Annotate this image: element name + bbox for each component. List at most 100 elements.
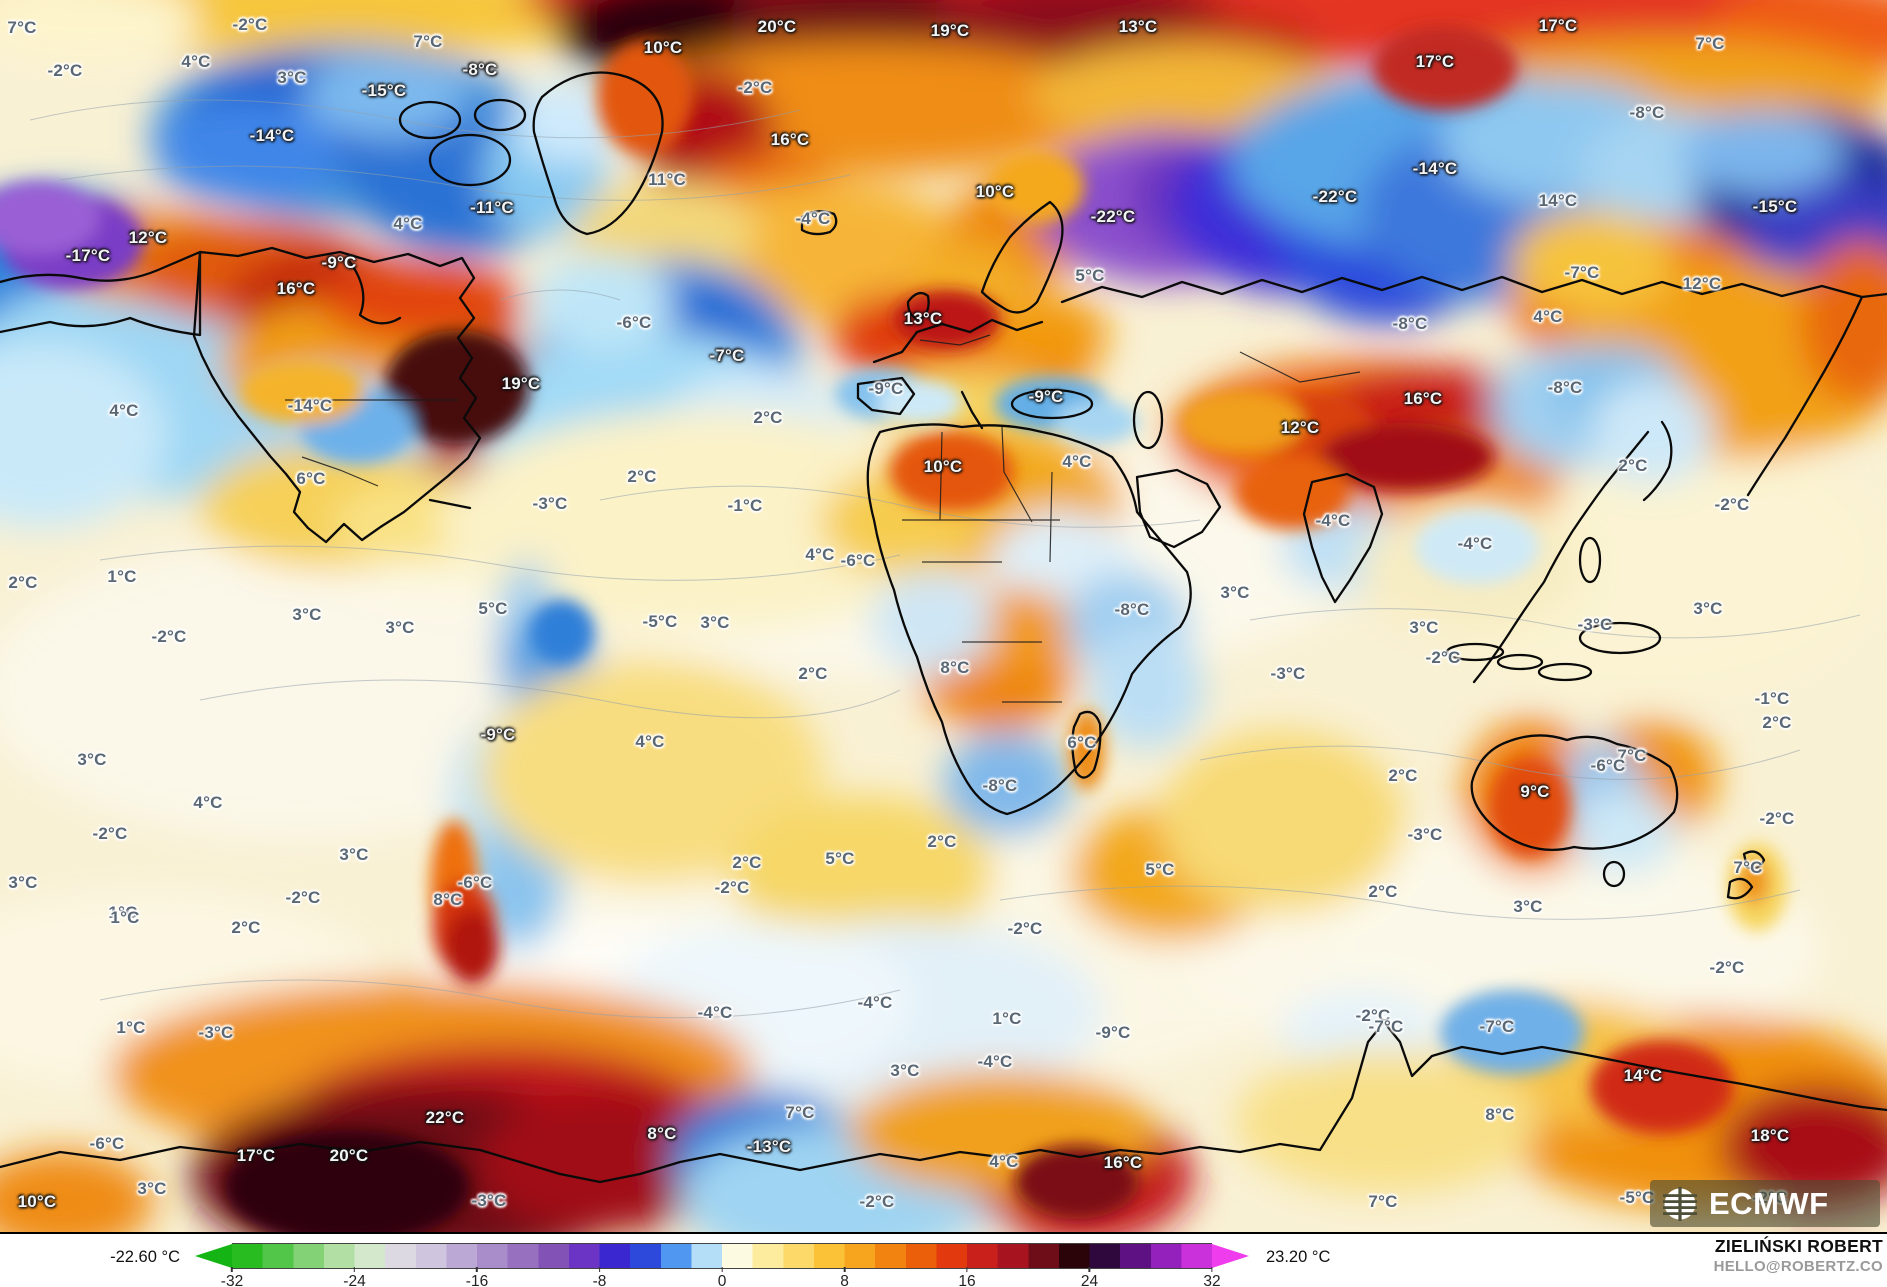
temp-label: 12°C xyxy=(1280,418,1320,437)
temp-label: -4°C xyxy=(1457,534,1493,553)
temp-label: 4°C xyxy=(181,52,211,71)
temp-label: 16°C xyxy=(276,279,316,298)
coastlines xyxy=(0,71,1887,1184)
temp-label: -14°C xyxy=(249,126,295,145)
temp-label: 5°C xyxy=(1075,266,1105,285)
temp-label: 1°C xyxy=(107,567,137,586)
temp-label: 4°C xyxy=(1533,307,1563,326)
temp-label: 16°C xyxy=(1103,1153,1143,1172)
colorbar-tick: -8 xyxy=(593,1267,607,1287)
temp-label: -3°C xyxy=(1270,664,1306,683)
temp-label: -2°C xyxy=(92,824,128,843)
temp-label: -1°C xyxy=(727,496,763,515)
temp-label: 2°C xyxy=(1618,456,1648,475)
colorbar-gradient xyxy=(232,1243,1212,1269)
temp-label: 1°C xyxy=(116,1018,146,1037)
temp-label: 7°C xyxy=(1368,1192,1398,1211)
temp-label: -9°C xyxy=(321,253,357,272)
temp-label: -6°C xyxy=(840,551,876,570)
temp-label: 3°C xyxy=(277,68,307,87)
temp-label: -4°C xyxy=(1315,511,1351,530)
temp-label: 6°C xyxy=(1067,733,1097,752)
anomaly-color-cores xyxy=(0,26,1787,1232)
temp-label: -8°C xyxy=(1629,103,1665,122)
temp-label: 7°C xyxy=(413,32,443,51)
temp-label: 2°C xyxy=(732,853,762,872)
temp-label: -15°C xyxy=(361,81,407,100)
temp-label: 2°C xyxy=(8,573,38,592)
temp-label: 14°C xyxy=(1538,191,1578,210)
temp-label: 7°C xyxy=(7,18,37,37)
temp-label: 10°C xyxy=(17,1192,57,1211)
temp-label: 3°C xyxy=(1220,583,1250,602)
temp-label: 5°C xyxy=(825,849,855,868)
temp-label: 3°C xyxy=(700,613,730,632)
temp-label: 5°C xyxy=(1145,860,1175,879)
temp-label: -7°C xyxy=(709,346,745,365)
colorbar-tick: 8 xyxy=(840,1267,849,1287)
temp-label: 4°C xyxy=(635,732,665,751)
temp-label: 4°C xyxy=(989,1152,1019,1171)
temp-label: -2°C xyxy=(1714,495,1750,514)
temp-label: 1°C xyxy=(108,903,138,922)
temp-label: -2°C xyxy=(1425,648,1461,667)
temp-label: 17°C xyxy=(236,1146,276,1165)
temp-label: -8°C xyxy=(982,776,1018,795)
temp-label: -2°C xyxy=(1355,1006,1391,1025)
temp-label: 17°C xyxy=(1415,52,1455,71)
temp-label: -5°C xyxy=(1619,1188,1655,1207)
temp-label: -15°C xyxy=(1752,197,1798,216)
colorbar-tick: 0 xyxy=(718,1267,727,1287)
temp-label: 3°C xyxy=(1513,897,1543,916)
temp-label: -13°C xyxy=(746,1137,792,1156)
temp-label: 8°C xyxy=(647,1124,677,1143)
temp-label: -6°C xyxy=(1590,756,1626,775)
temperature-anomaly-map: 7°C -2°C 4°C -2°C 3°C 7°C -8°C -15°C -14°C -11°C 1… xyxy=(0,0,1887,1234)
temp-label: -22°C xyxy=(1090,207,1136,226)
temp-label: 3°C xyxy=(77,750,107,769)
temp-label: 7°C xyxy=(1695,34,1725,53)
temp-label: 6°C xyxy=(296,469,326,488)
temp-label: 2°C xyxy=(1368,882,1398,901)
temp-label: -3°C xyxy=(471,1191,507,1210)
temp-label: 11°C xyxy=(648,170,686,189)
temp-label: 12°C xyxy=(1682,274,1722,293)
temp-label: 7°C xyxy=(785,1103,815,1122)
colorbar-ticks: -32 -24 -16 -8 0 8 16 24 32 xyxy=(221,1267,1221,1287)
temp-label: -6°C xyxy=(457,873,493,892)
temp-label: -9°C xyxy=(1095,1023,1131,1042)
temp-label: -3°C xyxy=(198,1023,234,1042)
temp-label: -1°C xyxy=(1754,689,1790,708)
temp-label: 16°C xyxy=(770,130,810,149)
temp-label: -2°C xyxy=(151,627,187,646)
temp-label: -2°C xyxy=(1759,809,1795,828)
temp-label: 3°C xyxy=(890,1061,920,1080)
temp-label: -2°C xyxy=(1709,958,1745,977)
temp-label: -8°C xyxy=(1114,600,1150,619)
temp-label: 9°C xyxy=(1520,782,1550,801)
temp-label: 17°C xyxy=(1538,16,1578,35)
temp-label: -11°C xyxy=(470,198,514,217)
temp-label: 3°C xyxy=(292,605,322,624)
temp-label: -9°C xyxy=(1028,387,1064,406)
temp-label: 7°C xyxy=(1733,858,1763,877)
contour-lines xyxy=(29,99,1861,1019)
colorbar xyxy=(195,1243,1249,1269)
colorbar-footer: -22.60 °C -32 -24 -16 -8 0 8 16 24 32 23.20 °C Z… xyxy=(0,1234,1887,1287)
temperature-labels: 7°C -2°C 4°C -2°C 3°C 7°C -8°C -15°C -14°C -11°C 1… xyxy=(7,15,1798,1211)
temp-label: 2°C xyxy=(231,918,261,937)
temp-label: 22°C xyxy=(425,1108,465,1127)
temp-label: 20°C xyxy=(329,1146,369,1165)
colorbar-tick: 32 xyxy=(1203,1267,1220,1287)
temp-label: 2°C xyxy=(1388,766,1418,785)
temp-label: 2°C xyxy=(753,408,783,427)
temp-label: -4°C xyxy=(977,1052,1013,1071)
temp-label: -2°C xyxy=(232,15,268,34)
temp-label: -7°C xyxy=(1368,1017,1404,1036)
temp-label: -8°C xyxy=(1392,314,1428,333)
temp-label: -7°C xyxy=(1564,263,1600,282)
temp-label: 3°C xyxy=(385,618,415,637)
temp-label: 18°C xyxy=(1750,1126,1790,1145)
temp-label: 20°C xyxy=(757,17,797,36)
colorbar-tick: -32 xyxy=(221,1267,243,1287)
